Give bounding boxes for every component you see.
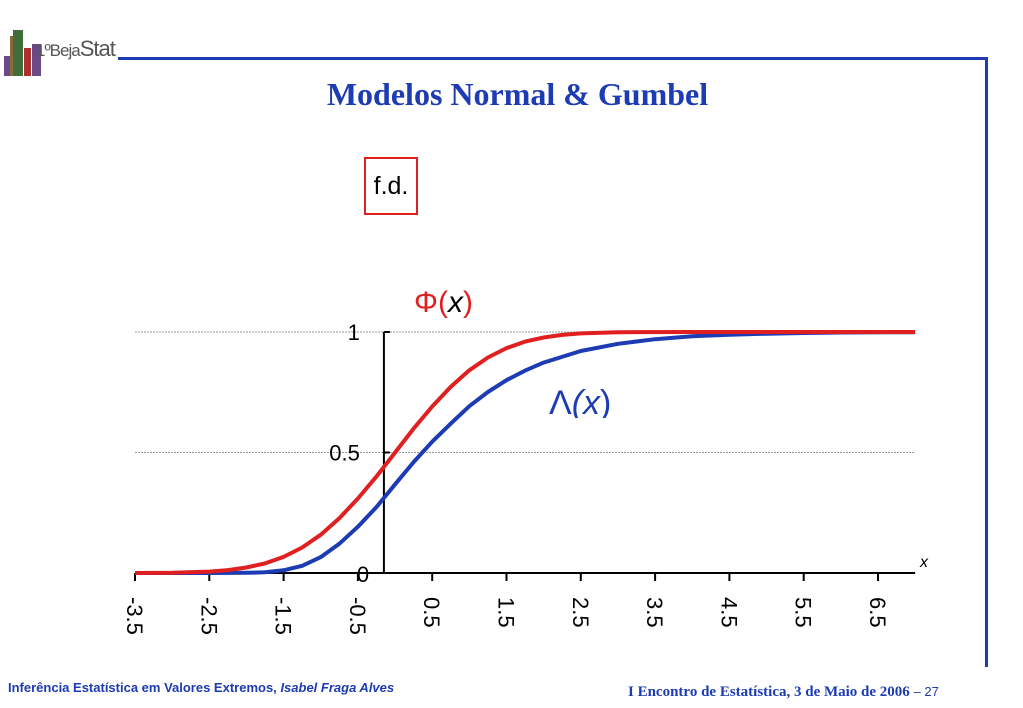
x-axis-label: x — [919, 554, 929, 571]
y-tick-label: 1 — [348, 320, 360, 345]
page-title: Modelos Normal & Gumbel — [326, 76, 709, 112]
footer-event: I Encontro de Estatística, 3 de Maio de … — [628, 684, 939, 700]
x-tick-label: -0.5 — [345, 597, 370, 635]
x-tick-label: 2.5 — [568, 597, 593, 628]
x-tick-label: -2.5 — [196, 597, 221, 635]
gumbel-cdf-line — [135, 330, 916, 575]
frame-top-line — [118, 57, 986, 60]
x-tick-label: 1.5 — [494, 597, 519, 628]
page-number: – 27 — [913, 684, 939, 699]
x-tick-label: 0.5 — [419, 597, 444, 628]
gumbel-series-label: Λ(x) — [549, 384, 612, 418]
x-tick-label: -1.5 — [271, 597, 296, 635]
x-tick-label: 5.5 — [791, 597, 816, 628]
fd-label-box: f.d. — [364, 157, 418, 215]
x-tick-label: -3.5 — [122, 597, 147, 635]
x-tick-label: 3.5 — [642, 597, 667, 628]
y-tick-label: 0 — [357, 562, 369, 587]
x-tick-label: 4.5 — [716, 597, 741, 628]
logo-text: 1ºBejaStat — [36, 36, 116, 61]
frame-right-line — [985, 57, 988, 667]
bejastat-logo — [4, 30, 41, 76]
normal-series-label: Φ(x) — [414, 286, 473, 319]
normal-cdf-line — [134, 330, 916, 575]
y-tick-label: 0.5 — [329, 441, 360, 466]
footer-course: Inferência Estatística em Valores Extrem… — [8, 680, 395, 695]
x-tick-label: 6.5 — [865, 597, 890, 628]
